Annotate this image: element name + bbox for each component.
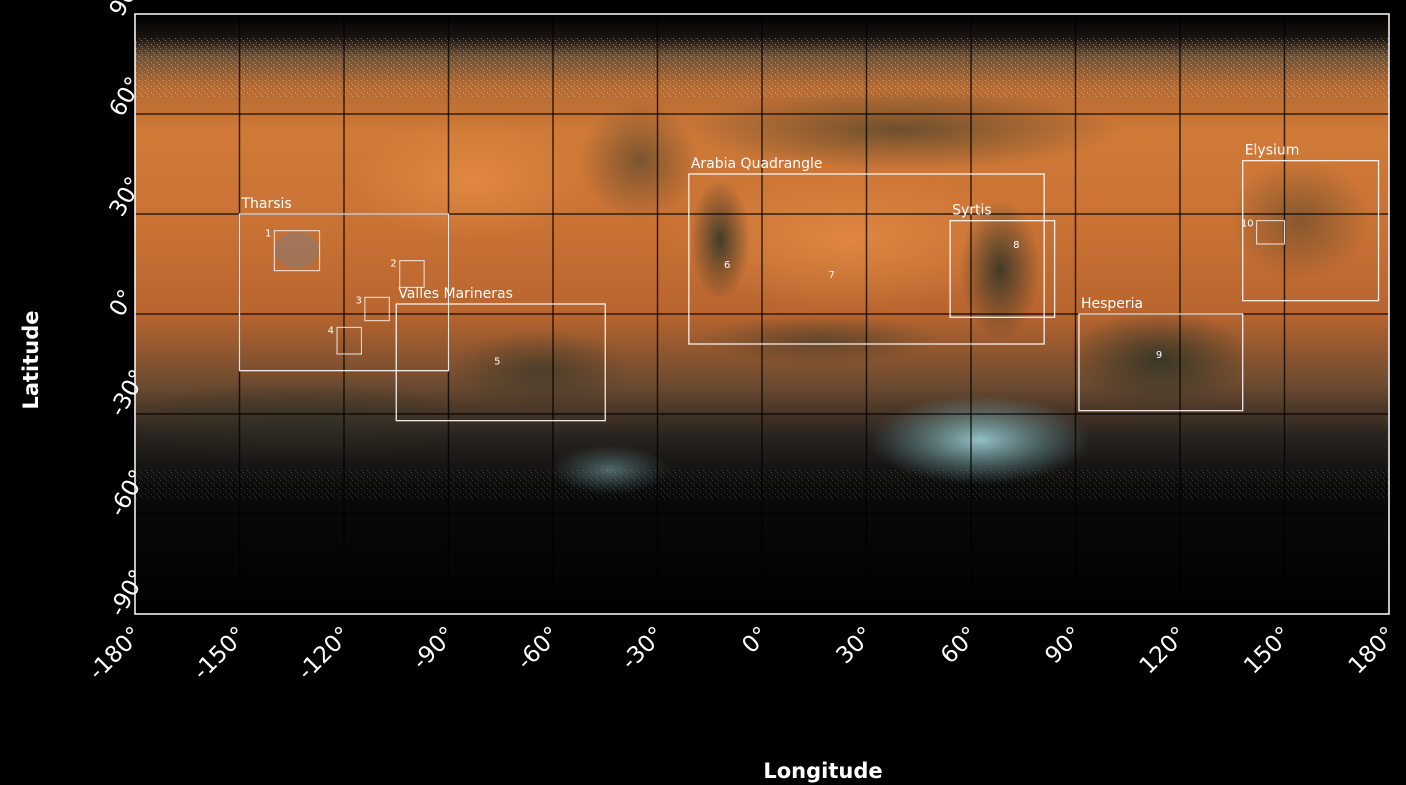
graticule (135, 14, 1389, 614)
region-label: Syrtis (952, 203, 992, 219)
x-tick-label: -120° (293, 622, 356, 685)
region-label: Hesperia (1081, 296, 1143, 312)
site-box (1256, 220, 1285, 245)
site-box (273, 230, 321, 272)
x-tick-label: -150° (188, 622, 251, 685)
site-box (399, 260, 425, 288)
region-label: Arabia Quadrangle (691, 156, 823, 172)
x-tick-label: -90° (408, 622, 461, 675)
region-box (395, 303, 606, 422)
site-label: 2 (390, 259, 396, 270)
region-box (688, 173, 1045, 345)
site-label: 4 (328, 325, 334, 336)
x-tick-label: 60° (936, 622, 983, 669)
x-tick-label: 180° (1344, 622, 1402, 680)
site-label: 1 (265, 229, 271, 240)
x-tick-label: 0° (737, 622, 774, 659)
site-label: 6 (724, 260, 730, 271)
region-label: Valles Marineras (398, 286, 513, 302)
region-box (1078, 313, 1244, 412)
site-label: 7 (828, 270, 834, 281)
x-tick-label: -30° (617, 622, 670, 675)
region-box (949, 220, 1056, 318)
site-box (364, 296, 390, 322)
region-label: Elysium (1245, 143, 1300, 159)
site-label: 3 (356, 295, 362, 306)
site-box (336, 326, 362, 355)
region-box (1242, 160, 1380, 302)
x-tick-label: 90° (1041, 622, 1088, 669)
x-tick-label: -60° (512, 622, 565, 675)
site-label: 5 (494, 357, 500, 368)
region-label: Tharsis (241, 196, 292, 212)
x-tick-label: 150° (1239, 622, 1297, 680)
y-axis-title: Latitude (19, 310, 43, 409)
x-tick-label: 120° (1135, 622, 1193, 680)
site-label: 9 (1156, 350, 1162, 361)
site-label: 10 (1241, 219, 1254, 230)
x-axis-title: Longitude (763, 759, 882, 783)
site-label: 8 (1013, 240, 1019, 251)
x-tick-label: -180° (84, 622, 147, 685)
region-box (238, 213, 450, 372)
x-tick-label: 30° (832, 622, 879, 669)
map-frame (134, 13, 1390, 615)
